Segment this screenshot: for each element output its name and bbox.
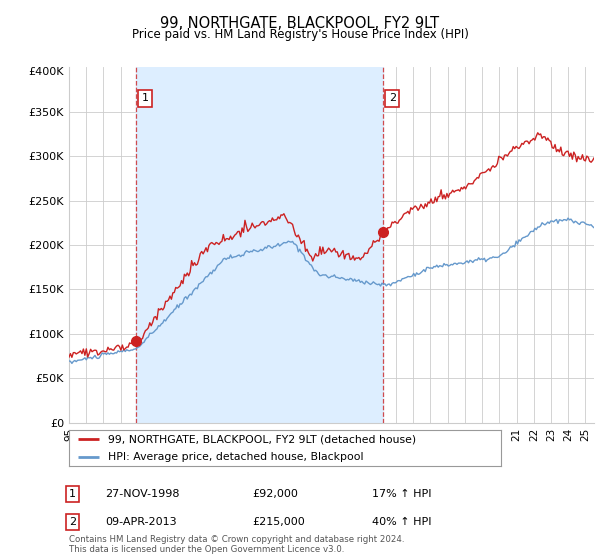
Text: 27-NOV-1998: 27-NOV-1998 — [105, 489, 179, 499]
Text: Price paid vs. HM Land Registry's House Price Index (HPI): Price paid vs. HM Land Registry's House … — [131, 28, 469, 41]
Bar — [136, 67, 383, 423]
Text: 40% ↑ HPI: 40% ↑ HPI — [372, 517, 431, 527]
Text: 17% ↑ HPI: 17% ↑ HPI — [372, 489, 431, 499]
Text: £92,000: £92,000 — [252, 489, 298, 499]
Text: 99, NORTHGATE, BLACKPOOL, FY2 9LT: 99, NORTHGATE, BLACKPOOL, FY2 9LT — [160, 16, 440, 31]
Text: 09-APR-2013: 09-APR-2013 — [105, 517, 176, 527]
Text: 2: 2 — [69, 517, 76, 527]
Text: HPI: Average price, detached house, Blackpool: HPI: Average price, detached house, Blac… — [108, 452, 364, 462]
Text: Contains HM Land Registry data © Crown copyright and database right 2024.
This d: Contains HM Land Registry data © Crown c… — [69, 535, 404, 554]
Text: 2: 2 — [389, 94, 396, 103]
Text: 99, NORTHGATE, BLACKPOOL, FY2 9LT (detached house): 99, NORTHGATE, BLACKPOOL, FY2 9LT (detac… — [108, 435, 416, 444]
Text: 1: 1 — [69, 489, 76, 499]
Text: 1: 1 — [142, 94, 149, 103]
Text: £215,000: £215,000 — [252, 517, 305, 527]
Text: £400K: £400K — [28, 67, 64, 77]
